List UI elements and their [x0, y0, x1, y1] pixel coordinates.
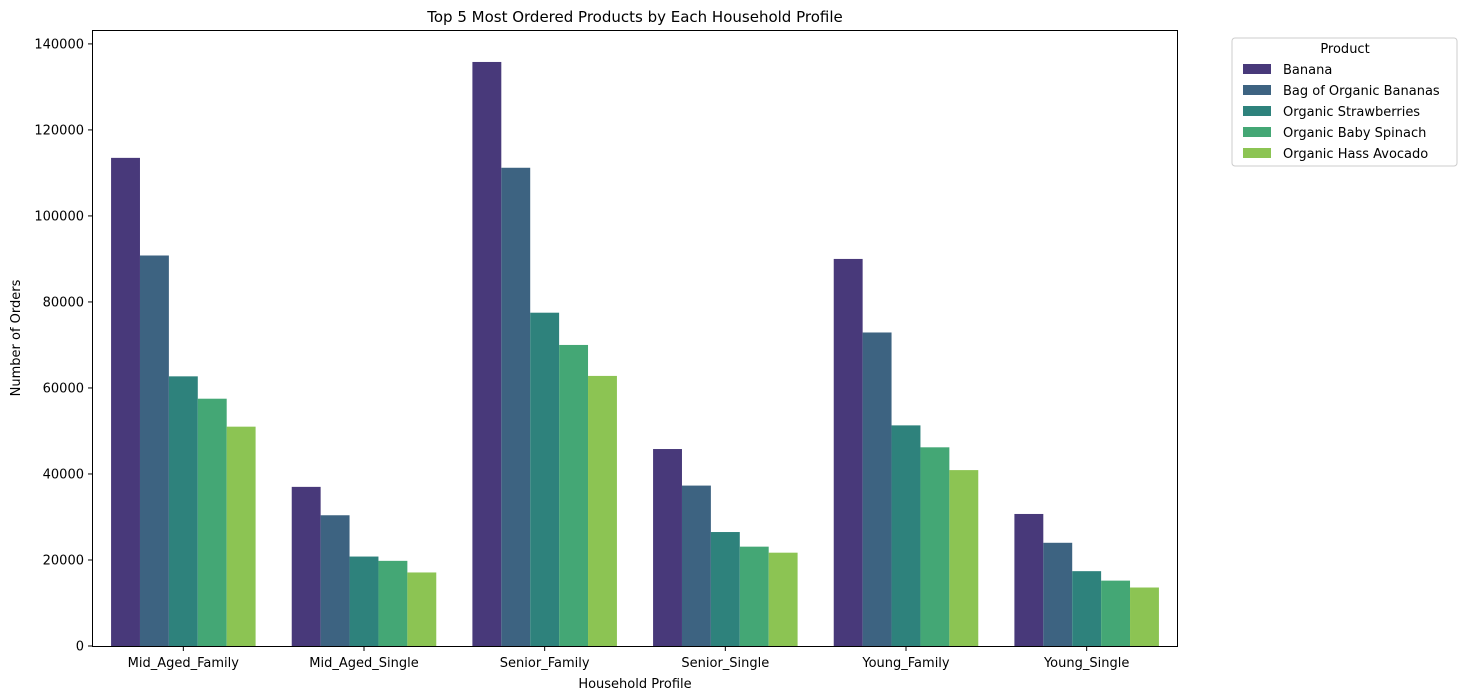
bar: [349, 556, 379, 646]
y-tick-label: 20000: [43, 553, 84, 568]
legend-swatch: [1243, 127, 1271, 137]
x-tick-label: Young_Single: [1043, 656, 1129, 671]
bar: [1130, 587, 1159, 646]
bar: [1072, 571, 1102, 646]
bar: [226, 426, 256, 646]
bar: [653, 449, 682, 646]
legend-swatch: [1243, 148, 1271, 158]
bar: [407, 572, 437, 646]
bar: [920, 447, 950, 646]
bar: [530, 312, 560, 646]
legend-swatch: [1243, 64, 1271, 74]
bar: [139, 255, 169, 646]
bar: [891, 425, 921, 646]
bar: [710, 532, 740, 646]
x-tick-label: Young_Family: [861, 656, 950, 671]
bar: [197, 398, 227, 646]
y-tick-label: 60000: [43, 381, 84, 396]
legend-label: Banana: [1283, 63, 1332, 78]
y-tick-label: 100000: [34, 209, 84, 224]
plot-frame: [92, 30, 1178, 647]
legend-label: Organic Baby Spinach: [1283, 126, 1426, 141]
bar: [768, 552, 798, 646]
legend-label: Organic Hass Avocado: [1283, 147, 1428, 162]
bar: [681, 485, 711, 646]
y-tick-label: 80000: [43, 295, 84, 310]
bar: [1043, 542, 1073, 646]
x-tick-label: Mid_Aged_Single: [309, 656, 418, 671]
y-tick-label: 120000: [34, 123, 84, 138]
x-tick-label: Senior_Family: [500, 656, 590, 671]
x-tick-label: Mid_Aged_Family: [128, 656, 240, 671]
y-tick-label: 40000: [43, 467, 84, 482]
bar: [949, 470, 979, 646]
legend-label: Organic Strawberries: [1283, 105, 1420, 120]
y-axis-title: Number of Orders: [9, 279, 24, 396]
x-tick-label: Senior_Single: [681, 656, 769, 671]
chart-title: Top 5 Most Ordered Products by Each Hous…: [426, 8, 842, 26]
bar: [588, 375, 617, 646]
bar: [833, 258, 863, 646]
legend-swatch: [1243, 106, 1271, 116]
y-tick-label: 0: [76, 640, 84, 655]
bar: [739, 546, 769, 646]
bar: [862, 332, 892, 646]
legend-label: Bag of Organic Bananas: [1283, 84, 1440, 99]
bar: [472, 61, 502, 647]
y-tick-label: 140000: [34, 37, 84, 52]
plot-area: [111, 61, 1159, 647]
bar: [378, 560, 408, 646]
legend-items: Banana Bag of Organic Bananas Organic Stra…: [1243, 63, 1440, 162]
bar: [501, 167, 531, 646]
x-axis: Mid_Aged_Family Mid_Aged_Single Senior_Fam…: [128, 646, 1129, 671]
legend-swatch: [1243, 85, 1271, 95]
bar: [291, 486, 321, 646]
y-axis: 0 20000 40000 60000 80000 100000 120000 140000: [34, 37, 93, 655]
bar: [111, 157, 140, 646]
bar: [168, 376, 198, 646]
bar: [320, 515, 350, 646]
bar: [1101, 580, 1131, 646]
bar: [1014, 513, 1044, 646]
legend: Product Banana Bag of Organic Bananas Orga…: [1231, 37, 1458, 167]
bar: [559, 344, 589, 646]
x-axis-title: Household Profile: [578, 677, 691, 692]
legend-title: Product: [1320, 42, 1369, 57]
legend-box: [1231, 37, 1458, 167]
